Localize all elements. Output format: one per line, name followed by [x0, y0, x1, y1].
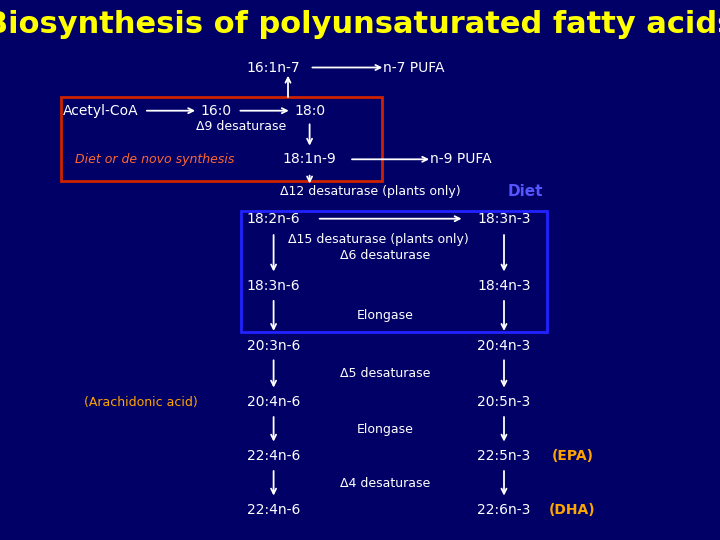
Text: 18:3n-6: 18:3n-6: [247, 279, 300, 293]
Text: 18:1n-9: 18:1n-9: [283, 152, 336, 166]
Text: Diet: Diet: [508, 184, 544, 199]
Text: 18:2n-6: 18:2n-6: [247, 212, 300, 226]
Text: 22:6n-3: 22:6n-3: [477, 503, 531, 517]
Text: Acetyl-CoA: Acetyl-CoA: [63, 104, 139, 118]
Text: Δ12 desaturase (plants only): Δ12 desaturase (plants only): [281, 185, 461, 198]
Text: n-9 PUFA: n-9 PUFA: [430, 152, 492, 166]
Text: Elongase: Elongase: [357, 309, 413, 322]
Text: Δ6 desaturase: Δ6 desaturase: [340, 248, 431, 262]
Text: 20:4n-6: 20:4n-6: [247, 395, 300, 409]
Text: 18:0: 18:0: [294, 104, 325, 118]
Text: 22:5n-3: 22:5n-3: [477, 449, 531, 463]
Text: (DHA): (DHA): [549, 503, 595, 517]
Text: 16:1n-7: 16:1n-7: [247, 60, 300, 75]
Text: n-7 PUFA: n-7 PUFA: [383, 60, 445, 75]
Text: Δ4 desaturase: Δ4 desaturase: [340, 477, 431, 490]
Text: (EPA): (EPA): [552, 449, 593, 463]
Text: Δ15 desaturase (plants only): Δ15 desaturase (plants only): [287, 233, 469, 246]
Text: 22:4n-6: 22:4n-6: [247, 449, 300, 463]
Text: (Arachidonic acid): (Arachidonic acid): [84, 396, 197, 409]
Text: 22:4n-6: 22:4n-6: [247, 503, 300, 517]
Text: 20:4n-3: 20:4n-3: [477, 339, 531, 353]
Text: 20:3n-6: 20:3n-6: [247, 339, 300, 353]
Text: Biosynthesis of polyunsaturated fatty acids: Biosynthesis of polyunsaturated fatty ac…: [0, 10, 720, 39]
Text: 20:5n-3: 20:5n-3: [477, 395, 531, 409]
Text: 18:3n-3: 18:3n-3: [477, 212, 531, 226]
Text: 18:4n-3: 18:4n-3: [477, 279, 531, 293]
Text: 16:0: 16:0: [200, 104, 232, 118]
Text: Δ9 desaturase: Δ9 desaturase: [196, 120, 287, 133]
Text: Diet or de novo synthesis: Diet or de novo synthesis: [75, 153, 235, 166]
Text: Elongase: Elongase: [357, 423, 413, 436]
Text: Δ5 desaturase: Δ5 desaturase: [340, 367, 431, 381]
